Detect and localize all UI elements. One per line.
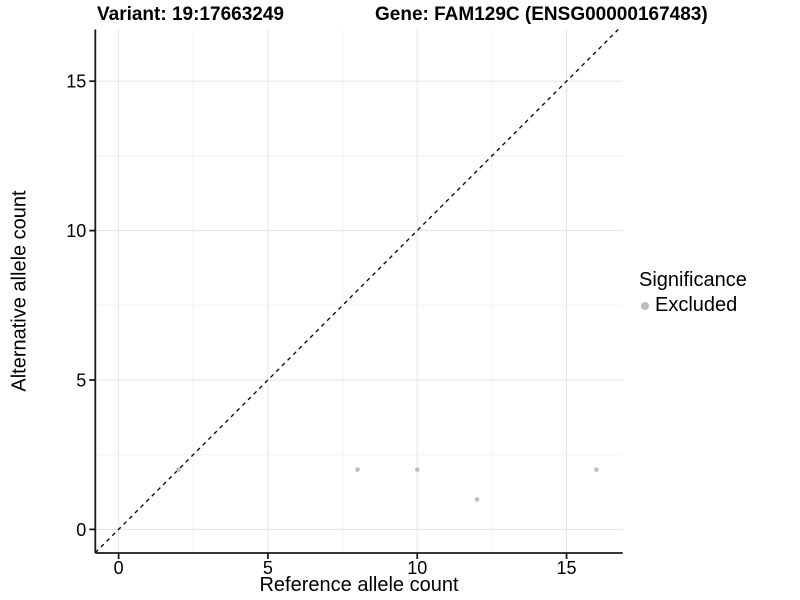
legend-item-excluded: Excluded [641,294,747,317]
x-axis-title: Reference allele count [259,574,459,596]
data-point [474,497,480,502]
legend: Significance Excluded [639,269,747,317]
x-tick-label: 15 [557,558,577,578]
data-point [594,467,599,472]
y-tick-label: 15 [66,72,86,92]
variant-title: Variant: 19:17663249 [97,4,284,25]
data-point [355,467,360,472]
legend-item-label: Excluded [655,294,738,316]
data-point [176,467,181,472]
y-tick-label: 5 [76,370,86,390]
identity-dashed-line [94,29,619,554]
x-tick-label: 10 [407,558,427,578]
excluded-key-dot-icon [641,301,649,310]
data-point [414,467,420,472]
legend-title: Significance [639,269,747,291]
y-tick-label: 10 [66,221,86,241]
x-tick-label: 0 [114,558,124,578]
y-tick-label: 0 [76,520,86,540]
gene-title: Gene: FAM129C (ENSG00000167483) [375,4,708,25]
y-axis-title: Alternative allele count [8,190,31,392]
x-tick-label: 5 [263,558,273,578]
